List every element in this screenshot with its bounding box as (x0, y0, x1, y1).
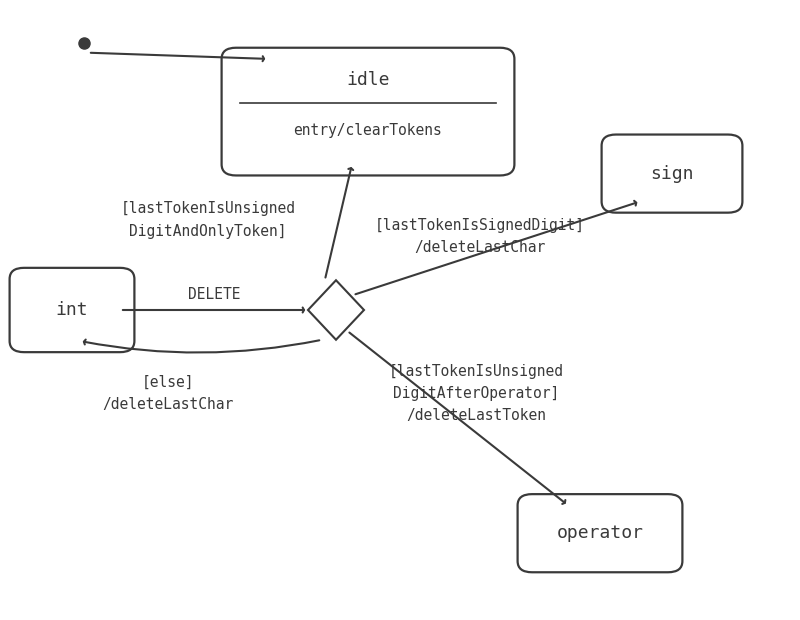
Text: idle: idle (346, 71, 390, 89)
FancyBboxPatch shape (602, 135, 742, 213)
Text: [lastTokenIsUnsigned
DigitAndOnlyToken]: [lastTokenIsUnsigned DigitAndOnlyToken] (121, 202, 295, 239)
FancyBboxPatch shape (518, 494, 682, 572)
Polygon shape (308, 280, 364, 340)
Text: DELETE: DELETE (188, 287, 240, 302)
Text: [else]
/deleteLastChar: [else] /deleteLastChar (102, 375, 234, 412)
Text: entry/clearTokens: entry/clearTokens (294, 123, 442, 138)
Text: [lastTokenIsSignedDigit]
/deleteLastChar: [lastTokenIsSignedDigit] /deleteLastChar (375, 218, 585, 255)
Text: operator: operator (557, 524, 643, 542)
FancyBboxPatch shape (222, 48, 514, 175)
Text: int: int (56, 301, 88, 319)
Text: [lastTokenIsUnsigned
DigitAfterOperator]
/deleteLastToken: [lastTokenIsUnsigned DigitAfterOperator]… (389, 364, 563, 423)
FancyBboxPatch shape (10, 268, 134, 352)
Text: sign: sign (650, 164, 694, 183)
